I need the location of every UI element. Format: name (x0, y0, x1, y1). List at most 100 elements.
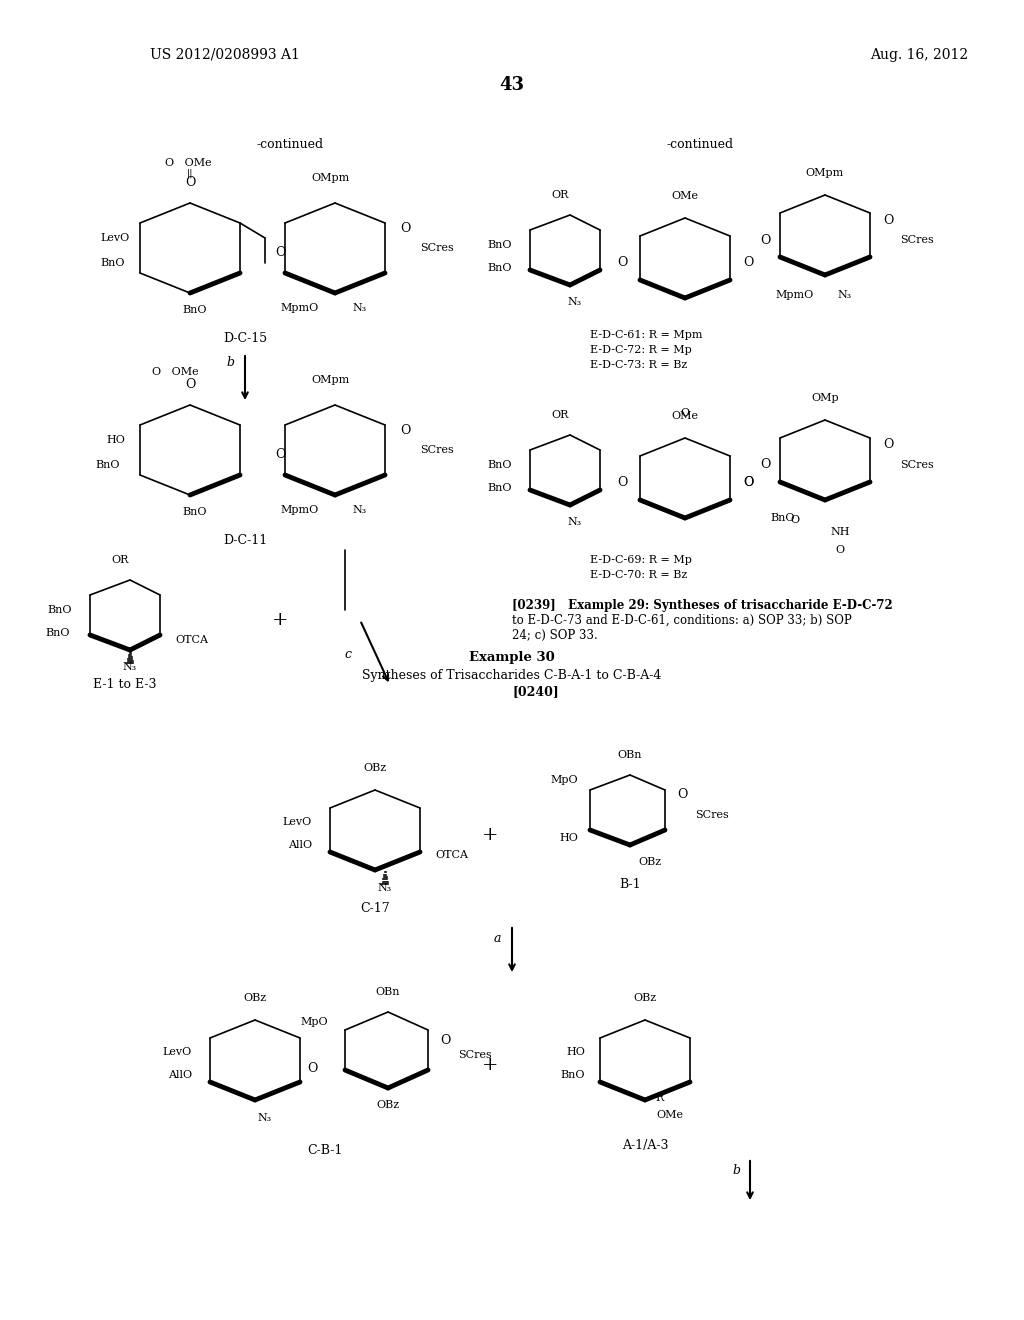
Text: OR: OR (551, 190, 568, 201)
Text: SCres: SCres (420, 243, 454, 253)
Text: HO: HO (559, 833, 578, 843)
Text: MpmO: MpmO (281, 304, 319, 313)
Text: b: b (732, 1163, 740, 1176)
Text: B-1: B-1 (620, 879, 641, 891)
Text: NH: NH (830, 527, 850, 537)
Text: O: O (742, 477, 754, 490)
Text: Syntheses of Trisaccharides C-B-A-1 to C-B-A-4: Syntheses of Trisaccharides C-B-A-1 to C… (362, 668, 662, 681)
Text: SCres: SCres (695, 810, 729, 820)
Text: E-D-C-61: R = Mpm: E-D-C-61: R = Mpm (590, 330, 702, 341)
Text: [0239]   Example 29: Syntheses of trisaccharide E-D-C-72: [0239] Example 29: Syntheses of trisacch… (512, 598, 893, 611)
Text: N₃: N₃ (568, 517, 582, 527)
Text: +: + (481, 1056, 499, 1074)
Text: +: + (271, 611, 288, 630)
Text: O: O (836, 545, 845, 554)
Text: SCres: SCres (458, 1049, 492, 1060)
Text: HO: HO (106, 436, 125, 445)
Text: O: O (677, 788, 687, 801)
Text: to E-D-C-73 and E-D-C-61, conditions: a) SOP 33; b) SOP: to E-D-C-73 and E-D-C-61, conditions: a)… (512, 614, 852, 627)
Text: O: O (440, 1034, 451, 1047)
Text: c: c (344, 648, 351, 661)
Text: LevO: LevO (100, 234, 130, 243)
Text: O: O (742, 256, 754, 269)
Text: OBz: OBz (634, 993, 656, 1003)
Text: OBz: OBz (638, 857, 662, 867)
Text: O: O (760, 234, 770, 247)
Text: O: O (742, 477, 754, 490)
Text: US 2012/0208993 A1: US 2012/0208993 A1 (150, 48, 300, 62)
Text: SCres: SCres (900, 235, 934, 246)
Text: C-B-1: C-B-1 (307, 1143, 343, 1156)
Text: OR: OR (112, 554, 129, 565)
Text: R: R (656, 1093, 665, 1104)
Text: OMp: OMp (811, 393, 839, 403)
Text: E-D-C-70: R = Bz: E-D-C-70: R = Bz (590, 570, 687, 579)
Text: b: b (226, 356, 234, 370)
Text: OTCA: OTCA (435, 850, 468, 861)
Text: O: O (184, 177, 196, 190)
Text: OBz: OBz (364, 763, 387, 774)
Text: AllO: AllO (288, 840, 312, 850)
Text: BnO: BnO (100, 257, 125, 268)
Text: SCres: SCres (900, 459, 934, 470)
Text: 43: 43 (500, 77, 524, 94)
Text: HO: HO (566, 1047, 585, 1057)
Text: N₃: N₃ (378, 883, 392, 894)
Text: OBz: OBz (244, 993, 266, 1003)
Text: N₃: N₃ (353, 304, 368, 313)
Text: LevO: LevO (283, 817, 312, 828)
Text: O: O (399, 424, 411, 437)
Text: O: O (307, 1061, 317, 1074)
Text: OMe: OMe (656, 1110, 683, 1119)
Text: ||: || (186, 168, 194, 178)
Text: BnO: BnO (47, 605, 72, 615)
Text: OTCA: OTCA (175, 635, 208, 645)
Text: E-D-C-69: R = Mp: E-D-C-69: R = Mp (590, 554, 692, 565)
Text: SCres: SCres (420, 445, 454, 455)
Text: BnO: BnO (182, 305, 207, 315)
Text: LevO: LevO (163, 1047, 193, 1057)
Text: BnO: BnO (487, 263, 512, 273)
Text: C-17: C-17 (360, 902, 390, 915)
Text: BnO: BnO (487, 483, 512, 492)
Text: BnO: BnO (95, 459, 120, 470)
Text: N₃: N₃ (258, 1113, 272, 1123)
Text: O: O (883, 214, 893, 227)
Text: 24; c) SOP 33.: 24; c) SOP 33. (512, 628, 598, 642)
Text: BnO: BnO (560, 1071, 585, 1080)
Text: O   OMe: O OMe (152, 367, 199, 378)
Text: O: O (274, 247, 286, 260)
Text: OMpm: OMpm (311, 173, 349, 183)
Text: OMpm: OMpm (806, 168, 844, 178)
Text: BnO: BnO (487, 459, 512, 470)
Text: D-C-15: D-C-15 (223, 331, 267, 345)
Text: Aug. 16, 2012: Aug. 16, 2012 (870, 48, 968, 62)
Text: O: O (680, 408, 689, 418)
Text: OBz: OBz (377, 1100, 399, 1110)
Text: MpmO: MpmO (776, 290, 814, 300)
Text: O: O (883, 438, 893, 451)
Text: O: O (616, 256, 627, 269)
Text: O: O (616, 477, 627, 490)
Text: OMe: OMe (672, 411, 698, 421)
Text: OR: OR (551, 411, 568, 420)
Text: O: O (760, 458, 770, 471)
Text: E-D-C-73: R = Bz: E-D-C-73: R = Bz (590, 360, 687, 370)
Text: D-C-11: D-C-11 (223, 533, 267, 546)
Text: OBn: OBn (376, 987, 400, 997)
Text: O: O (791, 515, 800, 525)
Text: Example 30: Example 30 (469, 652, 555, 664)
Text: O   OMe: O OMe (165, 158, 212, 168)
Text: BnO: BnO (487, 240, 512, 249)
Text: -continued: -continued (256, 139, 324, 152)
Text: AllO: AllO (168, 1071, 193, 1080)
Text: BnO: BnO (770, 513, 795, 523)
Text: N₃: N₃ (568, 297, 582, 308)
Text: A-1/A-3: A-1/A-3 (622, 1138, 669, 1151)
Text: N₃: N₃ (353, 506, 368, 515)
Text: O: O (184, 379, 196, 392)
Text: E-1 to E-3: E-1 to E-3 (93, 678, 157, 692)
Text: O: O (274, 449, 286, 462)
Text: MpO: MpO (550, 775, 578, 785)
Text: N₃: N₃ (838, 290, 852, 300)
